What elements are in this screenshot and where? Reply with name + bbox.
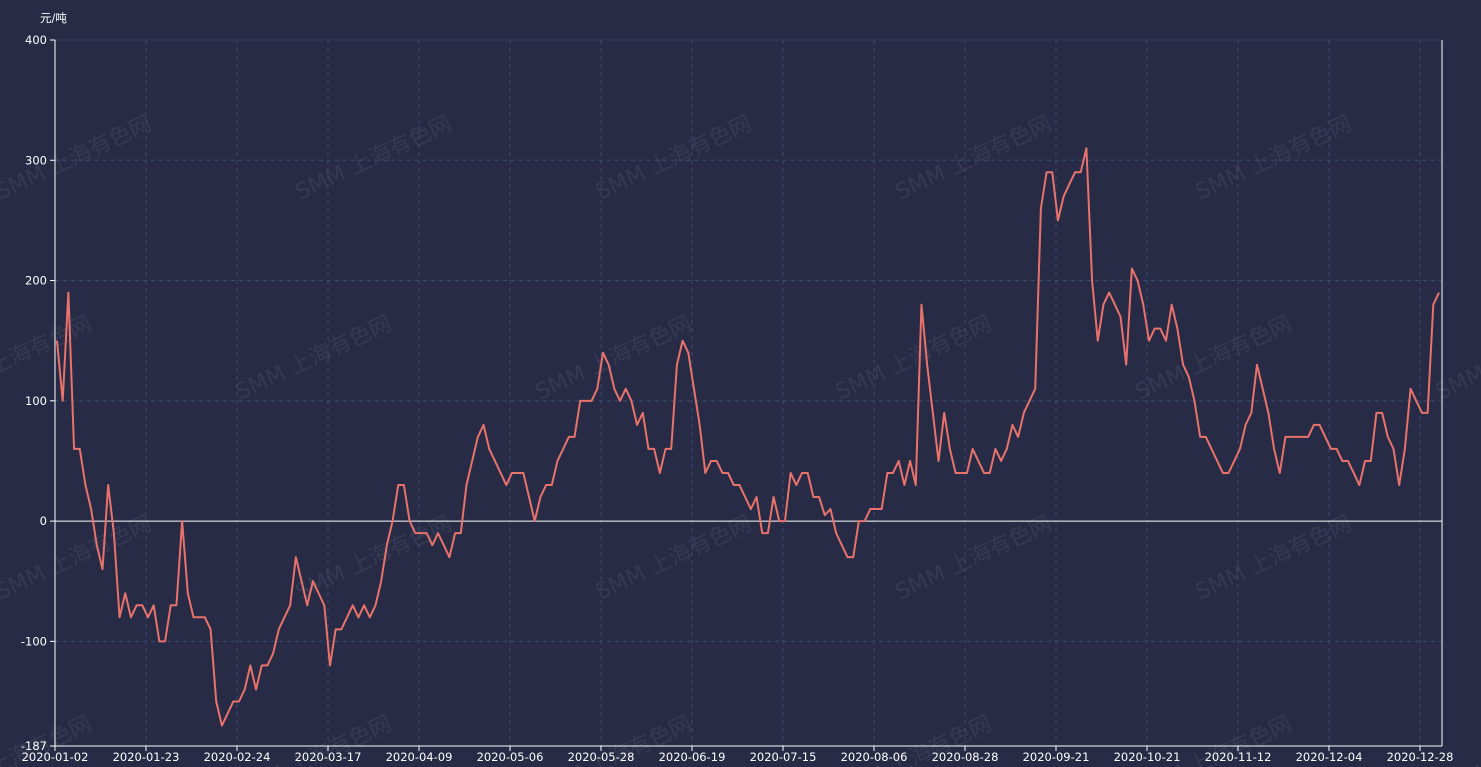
x-tick-label: 2020-05-28 [568,750,635,764]
y-tick-label: -187 [21,739,47,753]
y-tick-label: 200 [25,274,47,288]
x-tick-label: 2020-09-21 [1023,750,1090,764]
watermark-text: SMM 上海有色网 [0,311,96,405]
x-tick-label: 2020-10-21 [1114,750,1181,764]
x-tick-label: 2020-05-06 [477,750,544,764]
watermark-text: SMM 上海有色网 [1192,111,1356,205]
grid-lines [55,39,1442,746]
x-tick-label: 2020-07-15 [750,750,817,764]
watermark-text: SMM 上海有色网 [292,111,456,205]
y-axis-tick-labels: 400 300 200 100 0 -100 -187 [21,33,47,753]
watermark-text: SMM 上海有色网 [832,0,996,5]
watermark-text: SMM 上海有色网 [1192,511,1356,605]
watermark-text: SMM 上海有色网 [832,311,996,405]
watermark-text: SMM 上海有色网 [592,111,756,205]
y-tick-label: -100 [21,634,47,648]
watermark-text: SMM 上海有色网 [0,0,96,5]
series-layer [56,147,1440,727]
x-tick-label: 2020-08-06 [841,750,908,764]
watermark-text: SMM 上海有色网 [1132,311,1296,405]
watermark-text: SMM 上海有色网 [892,111,1056,205]
x-tick-label: 2020-01-02 [22,750,89,764]
y-tick-label: 300 [25,153,47,167]
x-tick-label: 2020-06-19 [659,750,726,764]
y-tick-label: 400 [25,33,47,47]
y-tick-label: 0 [40,514,47,528]
x-axis-tick-labels: 2020-01-02 2020-01-23 2020-02-24 2020-03-17… [22,750,1454,764]
watermark-text: SMM 上海有色网 [0,511,156,605]
x-tick-label: 2020-12-28 [1387,750,1454,764]
y-axis-unit-label: 元/吨 [40,11,67,25]
watermark-text: SMM 上海有色网 [892,511,1056,605]
watermark-text: SMM 上海有色网 [1432,311,1481,405]
x-tick-label: 2020-02-24 [204,750,271,764]
x-tick-label: 2020-03-17 [295,750,362,764]
watermark-text: SMM 上海有色网 [232,0,396,5]
x-tick-label: 2020-01-23 [113,750,180,764]
watermark-text: SMM 上海有色网 [0,111,156,205]
axes [50,39,1443,751]
watermark-text: SMM 上海有色网 [592,511,756,605]
watermark-text: SMM 上海有色网 [1432,0,1481,5]
watermark-text: SMM 上海有色网 [232,311,396,405]
x-tick-label: 2020-11-12 [1205,750,1272,764]
x-tick-label: 2020-12-04 [1296,750,1363,764]
watermark-text: SMM 上海有色网 [1132,0,1296,5]
x-tick-label: 2020-04-09 [386,750,453,764]
x-tick-label: 2020-08-28 [932,750,999,764]
y-tick-label: 100 [25,394,47,408]
watermark-text: SMM 上海有色网 [292,511,456,605]
watermark-text: SMM 上海有色网 [532,311,696,405]
watermark-text: SMM 上海有色网 [532,0,696,5]
series-line [56,147,1440,727]
